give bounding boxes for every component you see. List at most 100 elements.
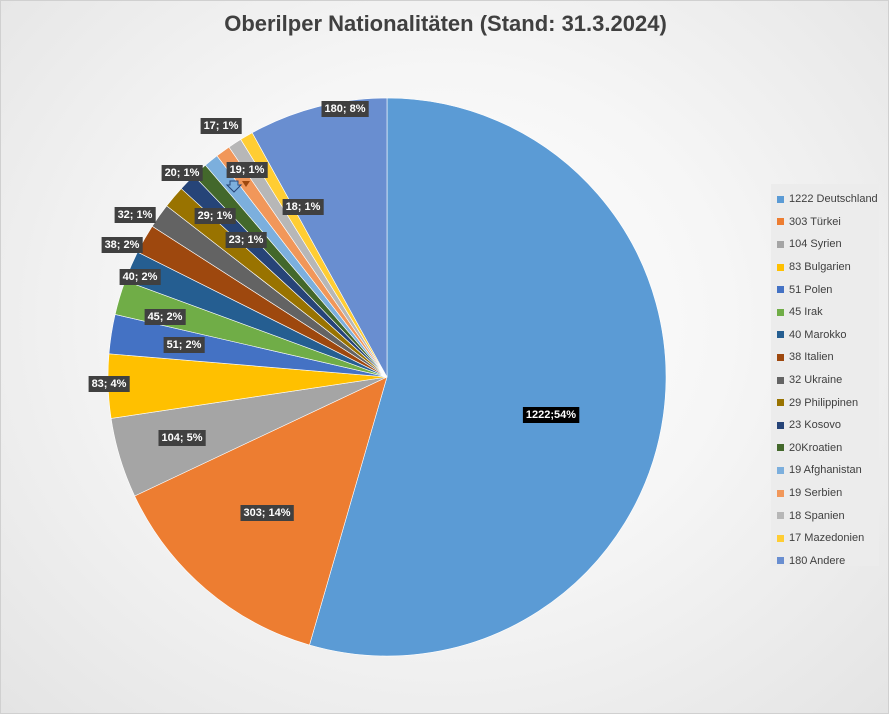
legend-label: 51 Polen [789,283,833,296]
data-label: 20; 1% [161,165,203,181]
callout-arrow-icon [242,181,250,187]
legend-item: 40 Marokko [771,324,879,347]
data-label-box [200,118,242,134]
legend-label: 45 Irak [789,306,823,319]
legend-label: 23 Kosovo [789,419,841,432]
legend-swatch [777,286,784,294]
data-label-box [240,505,294,521]
legend-label: 1222 Deutschland [789,193,878,206]
data-label: 18; 1% [282,199,324,215]
data-label: 40; 2% [119,269,161,285]
data-label-text: 29; 1% [198,210,233,222]
data-label-text: 32; 1% [118,209,153,221]
legend-swatch [777,331,784,339]
legend-swatch [777,376,784,384]
data-label: 32; 1% [114,207,156,223]
data-label-box [158,430,206,446]
data-label: 104; 5% [158,430,206,446]
data-label-box [522,407,580,423]
data-label-box [226,162,268,178]
legend-label: 20Kroatien [789,441,843,454]
legend-item: 23 Kosovo [771,414,879,437]
data-label: 17; 1% [200,118,242,134]
legend-label: 38 Italien [789,351,834,364]
data-label: 19; 1% [226,162,268,178]
legend-swatch [777,218,784,226]
legend-swatch [777,444,784,452]
data-label-text: 1222;54% [526,409,576,421]
data-label: 29; 1% [194,208,236,224]
legend-swatch [777,399,784,407]
data-label-box [282,199,324,215]
legend-item: 18 Spanien [771,504,879,527]
data-label: 23; 1% [225,232,267,248]
data-label-text: 38; 2% [105,239,140,251]
legend-swatch [777,466,784,474]
legend-item: 51 Polen [771,278,879,301]
legend-item: 29 Philippinen [771,391,879,414]
legend-label: 32 Ukraine [789,374,843,387]
legend-item: 19 Serbien [771,482,879,505]
chart-title: Oberilper Nationalitäten (Stand: 31.3.20… [224,11,667,36]
data-label-text: 104; 5% [162,432,203,444]
legend-swatch [777,421,784,429]
data-label-box [163,337,205,353]
data-label: 51; 2% [163,337,205,353]
legend-item: 45 Irak [771,301,879,324]
data-label-text: 19; 1% [230,164,265,176]
data-label-box [88,376,130,392]
data-label-box [119,269,161,285]
legend-label: 19 Afghanistan [789,464,862,477]
data-label-text: 40; 2% [123,271,158,283]
legend-item: 1222 Deutschland [771,188,879,211]
legend-swatch [777,512,784,520]
data-label: 1222;54% [522,407,580,423]
data-label-box [194,208,236,224]
callout-arrow-icon [225,180,243,193]
legend-item: 303 Türkei [771,211,879,234]
data-labels: 1222;54% 303; 14% 104; 5% 83; 4% 51; 2% 45; 2… [88,101,580,521]
legend-swatch [777,308,784,316]
legend-label: 180 Andere [789,554,846,567]
legend-item: 38 Italien [771,346,879,369]
legend-swatch [777,534,784,542]
data-label-box [114,207,156,223]
legend-label: 83 Bulgarien [789,261,851,274]
legend-swatch [777,240,784,248]
legend-item: 19 Afghanistan [771,459,879,482]
legend-label: 104 Syrien [789,238,842,251]
data-label-text: 51; 2% [167,339,202,351]
pie-slice [251,97,388,378]
data-label-text: 20; 1% [165,167,200,179]
data-label: 83; 4% [88,376,130,392]
data-label-text: 17; 1% [204,120,239,132]
data-label-box [101,237,143,253]
legend-item: 32 Ukraine [771,369,879,392]
data-label-text: 180; 8% [325,103,366,115]
legend-swatch [777,489,784,497]
legend-swatch [777,195,784,203]
data-label: 45; 2% [144,309,186,325]
legend-label: 40 Marokko [789,328,847,341]
legend-item: 17 Mazedonien [771,527,879,550]
legend-item: 20Kroatien [771,437,879,460]
legend-item: 180 Andere [771,550,879,573]
legend-label: 18 Spanien [789,509,845,522]
data-label: 303; 14% [240,505,294,521]
legend-label: 19 Serbien [789,487,843,500]
legend-label: 29 Philippinen [789,396,859,409]
pie-slices [107,97,667,657]
data-label-box [144,309,186,325]
data-label-text: 45; 2% [148,311,183,323]
legend: 1222 Deutschland 303 Türkei 104 Syrien 83 B… [771,184,879,567]
data-label-text: 23; 1% [229,234,264,246]
legend-item: 83 Bulgarien [771,256,879,279]
pie-slice [309,97,667,657]
legend-swatch [777,263,784,271]
legend-label: 303 Türkei [789,215,841,228]
data-label-text: 18; 1% [286,201,321,213]
data-label-text: 83; 4% [92,378,127,390]
data-label-box [321,101,369,117]
legend-swatch [777,557,784,565]
